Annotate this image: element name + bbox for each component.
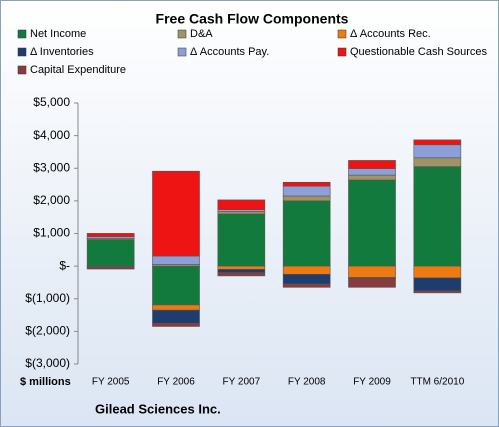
- bar-segment: [86, 267, 135, 270]
- legend-label: Δ Accounts Rec.: [350, 28, 431, 40]
- bar-segment: [152, 265, 200, 306]
- y-axis-label: $ millions: [20, 376, 71, 388]
- bar-segment: [152, 304, 200, 311]
- bar-segment: [413, 157, 462, 167]
- chart-title: Free Cash Flow Components: [156, 11, 349, 27]
- bar-segment: [413, 277, 462, 292]
- bar-segment: [217, 272, 266, 277]
- legend: Net Income D&A Δ Accounts Rec. Δ Inventorie…: [17, 28, 487, 76]
- bar-segment: [348, 174, 396, 181]
- y-tick-label: $(1,000): [25, 291, 70, 305]
- bar-segment: [282, 200, 331, 267]
- legend-label: Δ Inventories: [30, 46, 94, 58]
- legend-label: Δ Accounts Pay.: [190, 46, 269, 58]
- bar-segment: [282, 185, 331, 197]
- y-tick-label: $3,000: [33, 160, 70, 174]
- legend-swatch: [17, 47, 27, 57]
- legend-swatch: [337, 29, 347, 39]
- bar-segment: [413, 166, 462, 267]
- x-tick-label: FY 2008: [288, 377, 326, 388]
- bar-segment: [413, 290, 462, 294]
- y-tick-label: $5,000: [33, 95, 70, 109]
- y-tick-label: $4,000: [33, 128, 70, 142]
- bar-segment: [348, 160, 396, 169]
- y-tick-label: $(2,000): [25, 324, 70, 338]
- bar-segment: [152, 309, 200, 324]
- bar-segment: [217, 213, 266, 267]
- bar-segment: [217, 265, 266, 270]
- legend-label: D&A: [190, 28, 213, 40]
- y-tick-label: $-: [59, 258, 70, 272]
- x-tick-label: FY 2009: [353, 377, 391, 388]
- x-tick-label: FY 2005: [92, 377, 130, 388]
- bar-segment: [217, 199, 266, 210]
- bar-segment: [217, 211, 266, 215]
- y-tick-label: $1,000: [33, 226, 70, 240]
- bar-segment: [217, 269, 266, 273]
- x-tick-label: FY 2007: [223, 377, 261, 388]
- x-tick-label: TTM 6/2010: [410, 377, 464, 388]
- bar-segment: [152, 322, 200, 327]
- x-tick-label: FY 2006: [157, 377, 195, 388]
- y-tick-label: $2,000: [33, 193, 70, 207]
- legend-label: Capital Expenditure: [30, 64, 126, 76]
- bar-segment: [282, 273, 331, 285]
- bar-segment: [282, 283, 331, 288]
- legend-label: Questionable Cash Sources: [350, 46, 487, 58]
- footer: Gilead Sciences Inc.: [95, 401, 221, 416]
- bar-segment: [348, 179, 396, 267]
- bar-segment: [86, 233, 135, 237]
- legend-swatch: [177, 47, 187, 57]
- bar-segment: [86, 239, 135, 267]
- legend-swatch: [17, 65, 27, 75]
- legend-swatch: [177, 29, 187, 39]
- bar-segment: [152, 170, 200, 257]
- bar-segment: [282, 195, 331, 202]
- legend-swatch: [17, 29, 27, 39]
- bar-segment: [282, 181, 331, 187]
- bar-segment: [348, 278, 396, 288]
- bar-segment: [413, 265, 462, 279]
- bar-segment: [152, 255, 200, 265]
- bar-segment: [348, 168, 396, 176]
- legend-swatch: [337, 47, 347, 57]
- legend-label: Net Income: [30, 28, 86, 40]
- bar-segment: [348, 265, 396, 278]
- bar-segment: [282, 265, 331, 275]
- plot: $(3,000) $(2,000) $(1,000) $- $1,000 $2,000 $3…: [25, 95, 464, 387]
- y-tick-label: $(3,000): [25, 356, 70, 370]
- bar-segment: [413, 139, 462, 146]
- bar-segment: [413, 144, 462, 159]
